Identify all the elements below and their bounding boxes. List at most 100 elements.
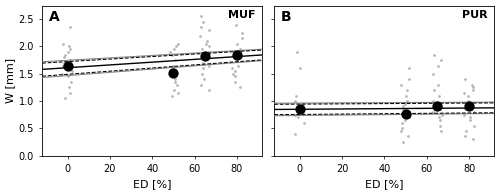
Point [460, 91, 468, 94]
Point [403, 89, 411, 92]
Point [464, 99, 472, 103]
Point [58, 72, 66, 75]
Point [205, 50, 213, 53]
Point [291, 99, 299, 103]
Point [201, 55, 209, 58]
Point [68, 69, 76, 73]
Point [462, 129, 470, 133]
Point [231, 80, 239, 83]
Point [428, 110, 436, 113]
Point [406, 67, 413, 70]
Point [66, 58, 74, 62]
Point [64, 64, 72, 67]
Point [461, 108, 469, 111]
Point [402, 99, 410, 103]
Point [230, 15, 237, 18]
Point [437, 58, 445, 62]
Point [402, 110, 410, 113]
Point [67, 80, 75, 83]
Point [170, 48, 178, 51]
Point [64, 75, 72, 78]
Point [402, 94, 410, 97]
Point [298, 105, 306, 108]
Point [204, 56, 212, 59]
Point [234, 64, 242, 67]
X-axis label: ED [%]: ED [%] [133, 179, 172, 190]
Point [296, 67, 304, 70]
X-axis label: ED [%]: ED [%] [365, 179, 404, 190]
Point [200, 78, 208, 81]
Point [238, 56, 246, 59]
Point [402, 102, 409, 105]
Point [64, 50, 72, 53]
Point [200, 67, 207, 70]
Point [290, 113, 298, 116]
Point [296, 110, 304, 113]
Point [60, 53, 68, 56]
Point [468, 83, 476, 86]
Point [204, 89, 212, 92]
Point [228, 72, 236, 75]
Point [238, 37, 246, 40]
Point [65, 45, 73, 48]
Point [202, 39, 210, 43]
Point [398, 127, 406, 130]
Point [466, 119, 474, 122]
Point [436, 108, 444, 111]
Y-axis label: W [mm]: W [mm] [6, 58, 16, 103]
Point [432, 102, 440, 105]
Point [404, 135, 412, 138]
Point [465, 104, 473, 107]
Point [233, 53, 241, 56]
Point [168, 53, 176, 56]
Point [238, 31, 246, 34]
Point [174, 91, 182, 94]
Point [435, 116, 443, 119]
Point [231, 75, 239, 78]
Point [234, 53, 242, 56]
Point [169, 64, 177, 67]
Point [166, 50, 173, 53]
Point [292, 94, 300, 97]
Point [438, 105, 446, 108]
Point [196, 34, 204, 37]
Point [60, 61, 68, 64]
Point [466, 116, 474, 119]
Point [198, 48, 206, 51]
Point [206, 64, 214, 67]
Point [170, 71, 177, 74]
Point [232, 23, 240, 26]
Point [429, 72, 437, 75]
Point [464, 94, 472, 97]
Point [230, 50, 238, 53]
Point [204, 45, 212, 48]
Point [197, 15, 205, 18]
Point [294, 116, 302, 119]
Point [436, 119, 444, 122]
Point [172, 45, 179, 48]
Point [402, 112, 409, 115]
Point [236, 86, 244, 89]
Point [435, 94, 443, 97]
Text: MUF: MUF [228, 10, 256, 20]
Point [198, 72, 205, 75]
Point [204, 28, 212, 32]
Point [236, 48, 244, 51]
Point [199, 20, 207, 23]
Point [65, 86, 73, 89]
Point [202, 42, 209, 45]
Point [232, 69, 239, 73]
Point [436, 124, 444, 127]
Text: A: A [49, 10, 59, 24]
Point [400, 113, 408, 116]
Point [434, 105, 442, 108]
Point [197, 83, 205, 86]
Point [59, 64, 67, 67]
Point [470, 110, 478, 113]
Point [438, 113, 446, 116]
Point [297, 108, 305, 111]
Point [298, 102, 306, 105]
Point [199, 61, 207, 64]
Point [434, 64, 442, 67]
Point [296, 107, 304, 111]
